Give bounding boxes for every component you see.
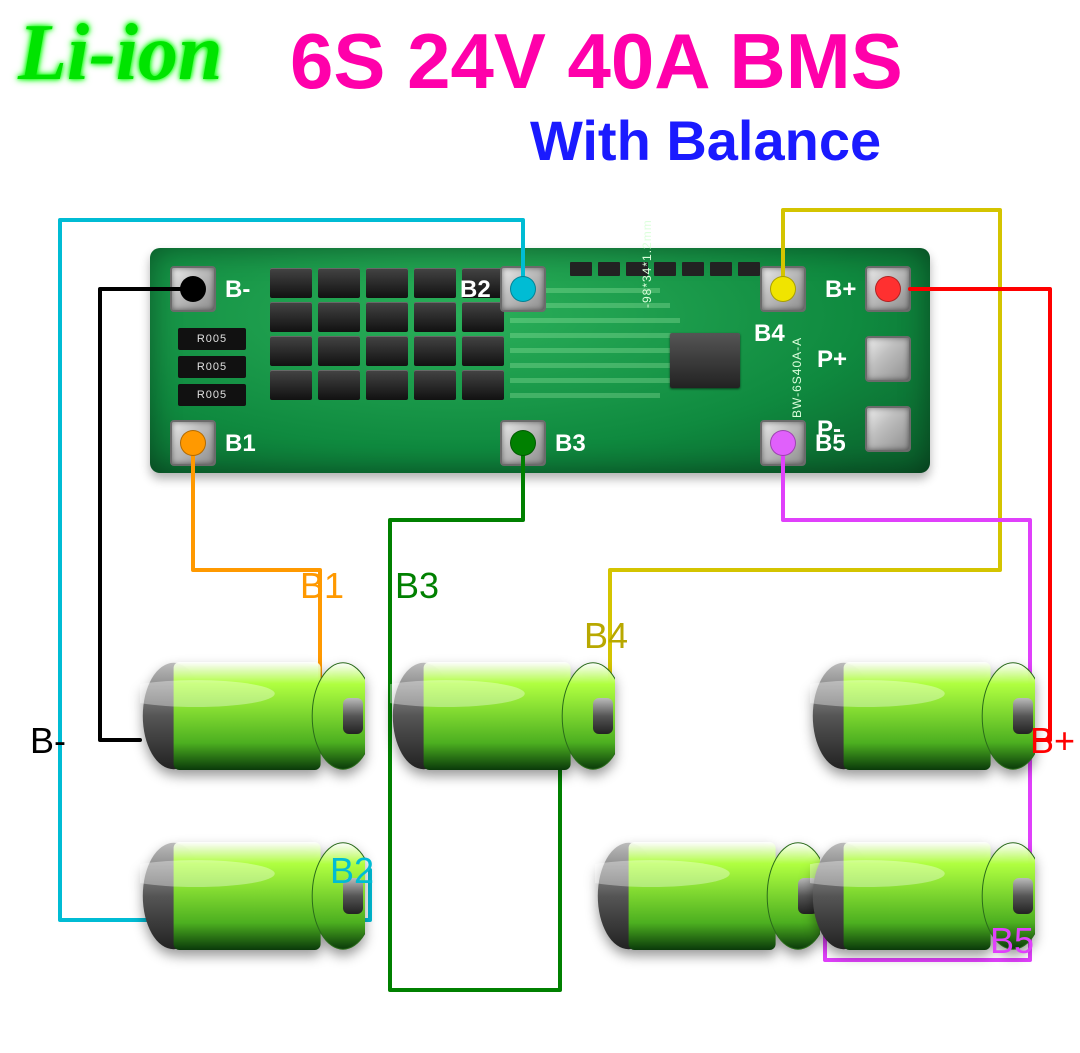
terminal-dot-B4 <box>770 276 796 302</box>
sense-resistor: R005 <box>178 328 246 350</box>
pad-label-B3: B3 <box>555 430 586 458</box>
node-label-B2: B2 <box>330 850 374 892</box>
terminal-dot-B- <box>180 276 206 302</box>
title-main: 6S 24V 40A BMS <box>290 16 903 107</box>
controller-ic <box>670 333 740 388</box>
terminal-dot-B2 <box>510 276 536 302</box>
terminal-dot-B3 <box>510 430 536 456</box>
terminal-dot-B5 <box>770 430 796 456</box>
node-label-B5: B5 <box>990 920 1034 962</box>
sense-resistor: R005 <box>178 356 246 378</box>
pad-P- <box>865 406 911 452</box>
pad-label-B+: B+ <box>825 276 856 304</box>
silk-dims: -98*34*1.2mm <box>640 219 654 308</box>
battery-cell <box>140 660 365 772</box>
smd-row <box>570 262 760 276</box>
battery-cell <box>810 660 1035 772</box>
pad-label-B2: B2 <box>460 276 491 304</box>
title-liion: Li-ion <box>18 8 222 99</box>
node-label-B-: B- <box>30 720 66 762</box>
silk-board-id: BW-6S40A-A <box>790 337 804 418</box>
pad-label-B1: B1 <box>225 430 256 458</box>
node-label-B3: B3 <box>395 565 439 607</box>
battery-cell <box>390 660 615 772</box>
node-label-B4: B4 <box>584 615 628 657</box>
pad-P+ <box>865 336 911 382</box>
pad-label-P+: P+ <box>817 346 847 374</box>
node-label-B+: B+ <box>1030 720 1075 762</box>
pad-label-B4: B4 <box>754 320 785 348</box>
battery-cell <box>595 840 820 952</box>
terminal-dot-B+ <box>875 276 901 302</box>
pad-label-B-: B- <box>225 276 250 304</box>
sense-resistor: R005 <box>178 384 246 406</box>
terminal-dot-B1 <box>180 430 206 456</box>
pad-label-B5: B5 <box>815 430 846 458</box>
subtitle-balance: With Balance <box>530 108 881 173</box>
node-label-B1: B1 <box>300 565 344 607</box>
